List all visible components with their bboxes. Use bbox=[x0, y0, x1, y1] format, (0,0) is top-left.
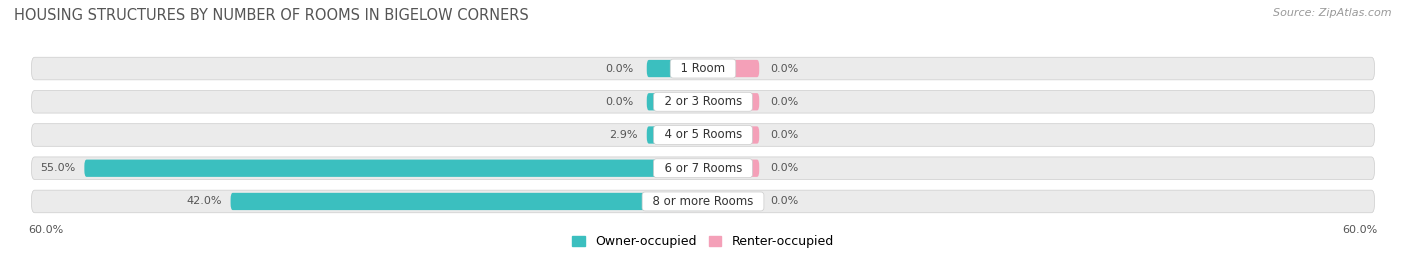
Text: HOUSING STRUCTURES BY NUMBER OF ROOMS IN BIGELOW CORNERS: HOUSING STRUCTURES BY NUMBER OF ROOMS IN… bbox=[14, 8, 529, 23]
Text: 42.0%: 42.0% bbox=[186, 197, 222, 207]
Text: 0.0%: 0.0% bbox=[605, 97, 633, 107]
FancyBboxPatch shape bbox=[647, 126, 703, 144]
FancyBboxPatch shape bbox=[31, 190, 1375, 213]
FancyBboxPatch shape bbox=[703, 60, 759, 77]
FancyBboxPatch shape bbox=[31, 157, 1375, 180]
Text: 2 or 3 Rooms: 2 or 3 Rooms bbox=[657, 95, 749, 108]
FancyBboxPatch shape bbox=[647, 60, 703, 77]
Text: 4 or 5 Rooms: 4 or 5 Rooms bbox=[657, 129, 749, 141]
Text: Source: ZipAtlas.com: Source: ZipAtlas.com bbox=[1274, 8, 1392, 18]
FancyBboxPatch shape bbox=[231, 193, 703, 210]
Text: 60.0%: 60.0% bbox=[28, 225, 63, 235]
FancyBboxPatch shape bbox=[703, 160, 759, 177]
FancyBboxPatch shape bbox=[31, 90, 1375, 113]
FancyBboxPatch shape bbox=[31, 57, 1375, 80]
Text: 2.9%: 2.9% bbox=[609, 130, 638, 140]
Text: 0.0%: 0.0% bbox=[605, 63, 633, 73]
Text: 8 or more Rooms: 8 or more Rooms bbox=[645, 195, 761, 208]
Text: 60.0%: 60.0% bbox=[1343, 225, 1378, 235]
FancyBboxPatch shape bbox=[703, 126, 759, 144]
FancyBboxPatch shape bbox=[647, 93, 703, 110]
Text: 55.0%: 55.0% bbox=[41, 163, 76, 173]
Text: 0.0%: 0.0% bbox=[770, 63, 799, 73]
Text: 6 or 7 Rooms: 6 or 7 Rooms bbox=[657, 162, 749, 175]
FancyBboxPatch shape bbox=[31, 124, 1375, 146]
Text: 1 Room: 1 Room bbox=[673, 62, 733, 75]
FancyBboxPatch shape bbox=[84, 160, 703, 177]
Text: 0.0%: 0.0% bbox=[770, 163, 799, 173]
FancyBboxPatch shape bbox=[703, 93, 759, 110]
Text: 0.0%: 0.0% bbox=[770, 97, 799, 107]
FancyBboxPatch shape bbox=[703, 193, 759, 210]
Text: 0.0%: 0.0% bbox=[770, 130, 799, 140]
Legend: Owner-occupied, Renter-occupied: Owner-occupied, Renter-occupied bbox=[568, 230, 838, 253]
Text: 0.0%: 0.0% bbox=[770, 197, 799, 207]
